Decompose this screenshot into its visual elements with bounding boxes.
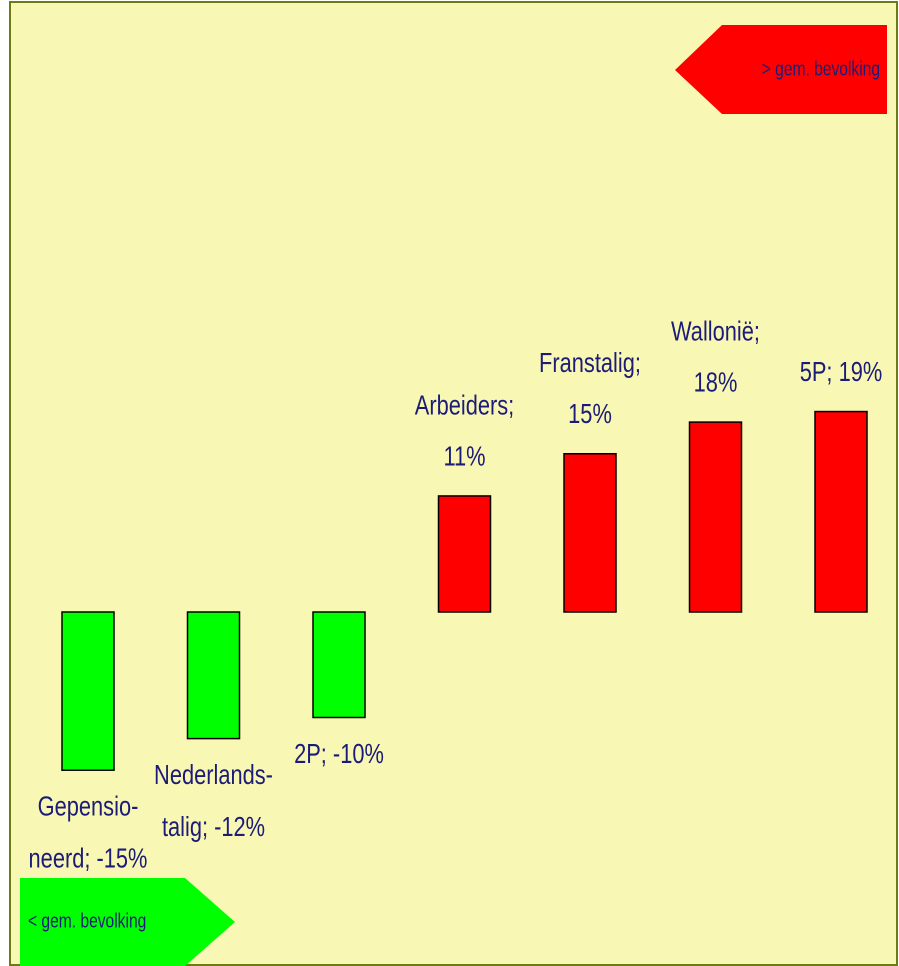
data-label: 5P; 19% xyxy=(800,356,883,387)
data-label: 18% xyxy=(694,367,738,398)
data-label: Arbeiders; xyxy=(415,390,514,421)
data-label: Gepensio- xyxy=(38,791,139,822)
bar xyxy=(437,495,492,613)
bar xyxy=(814,410,868,613)
data-label: Wallonië; xyxy=(671,316,760,347)
bar xyxy=(312,611,366,719)
above-arrow xyxy=(675,25,887,114)
annotation: > gem. bevolking xyxy=(762,57,880,79)
below-arrow xyxy=(20,878,235,966)
bar xyxy=(688,421,743,613)
data-label: Nederlands- xyxy=(154,759,273,790)
annotation: < gem. bevolking xyxy=(28,909,146,931)
data-label: talig; -12% xyxy=(162,811,265,842)
data-label: Franstalig; xyxy=(539,348,641,379)
bar xyxy=(186,611,241,740)
data-label: 15% xyxy=(568,399,612,430)
bar xyxy=(563,453,617,613)
data-label: neerd; -15% xyxy=(29,843,148,874)
data-label: 11% xyxy=(443,441,485,472)
background xyxy=(9,1,898,966)
bar xyxy=(61,611,115,771)
data-label: 2P; -10% xyxy=(294,738,384,769)
